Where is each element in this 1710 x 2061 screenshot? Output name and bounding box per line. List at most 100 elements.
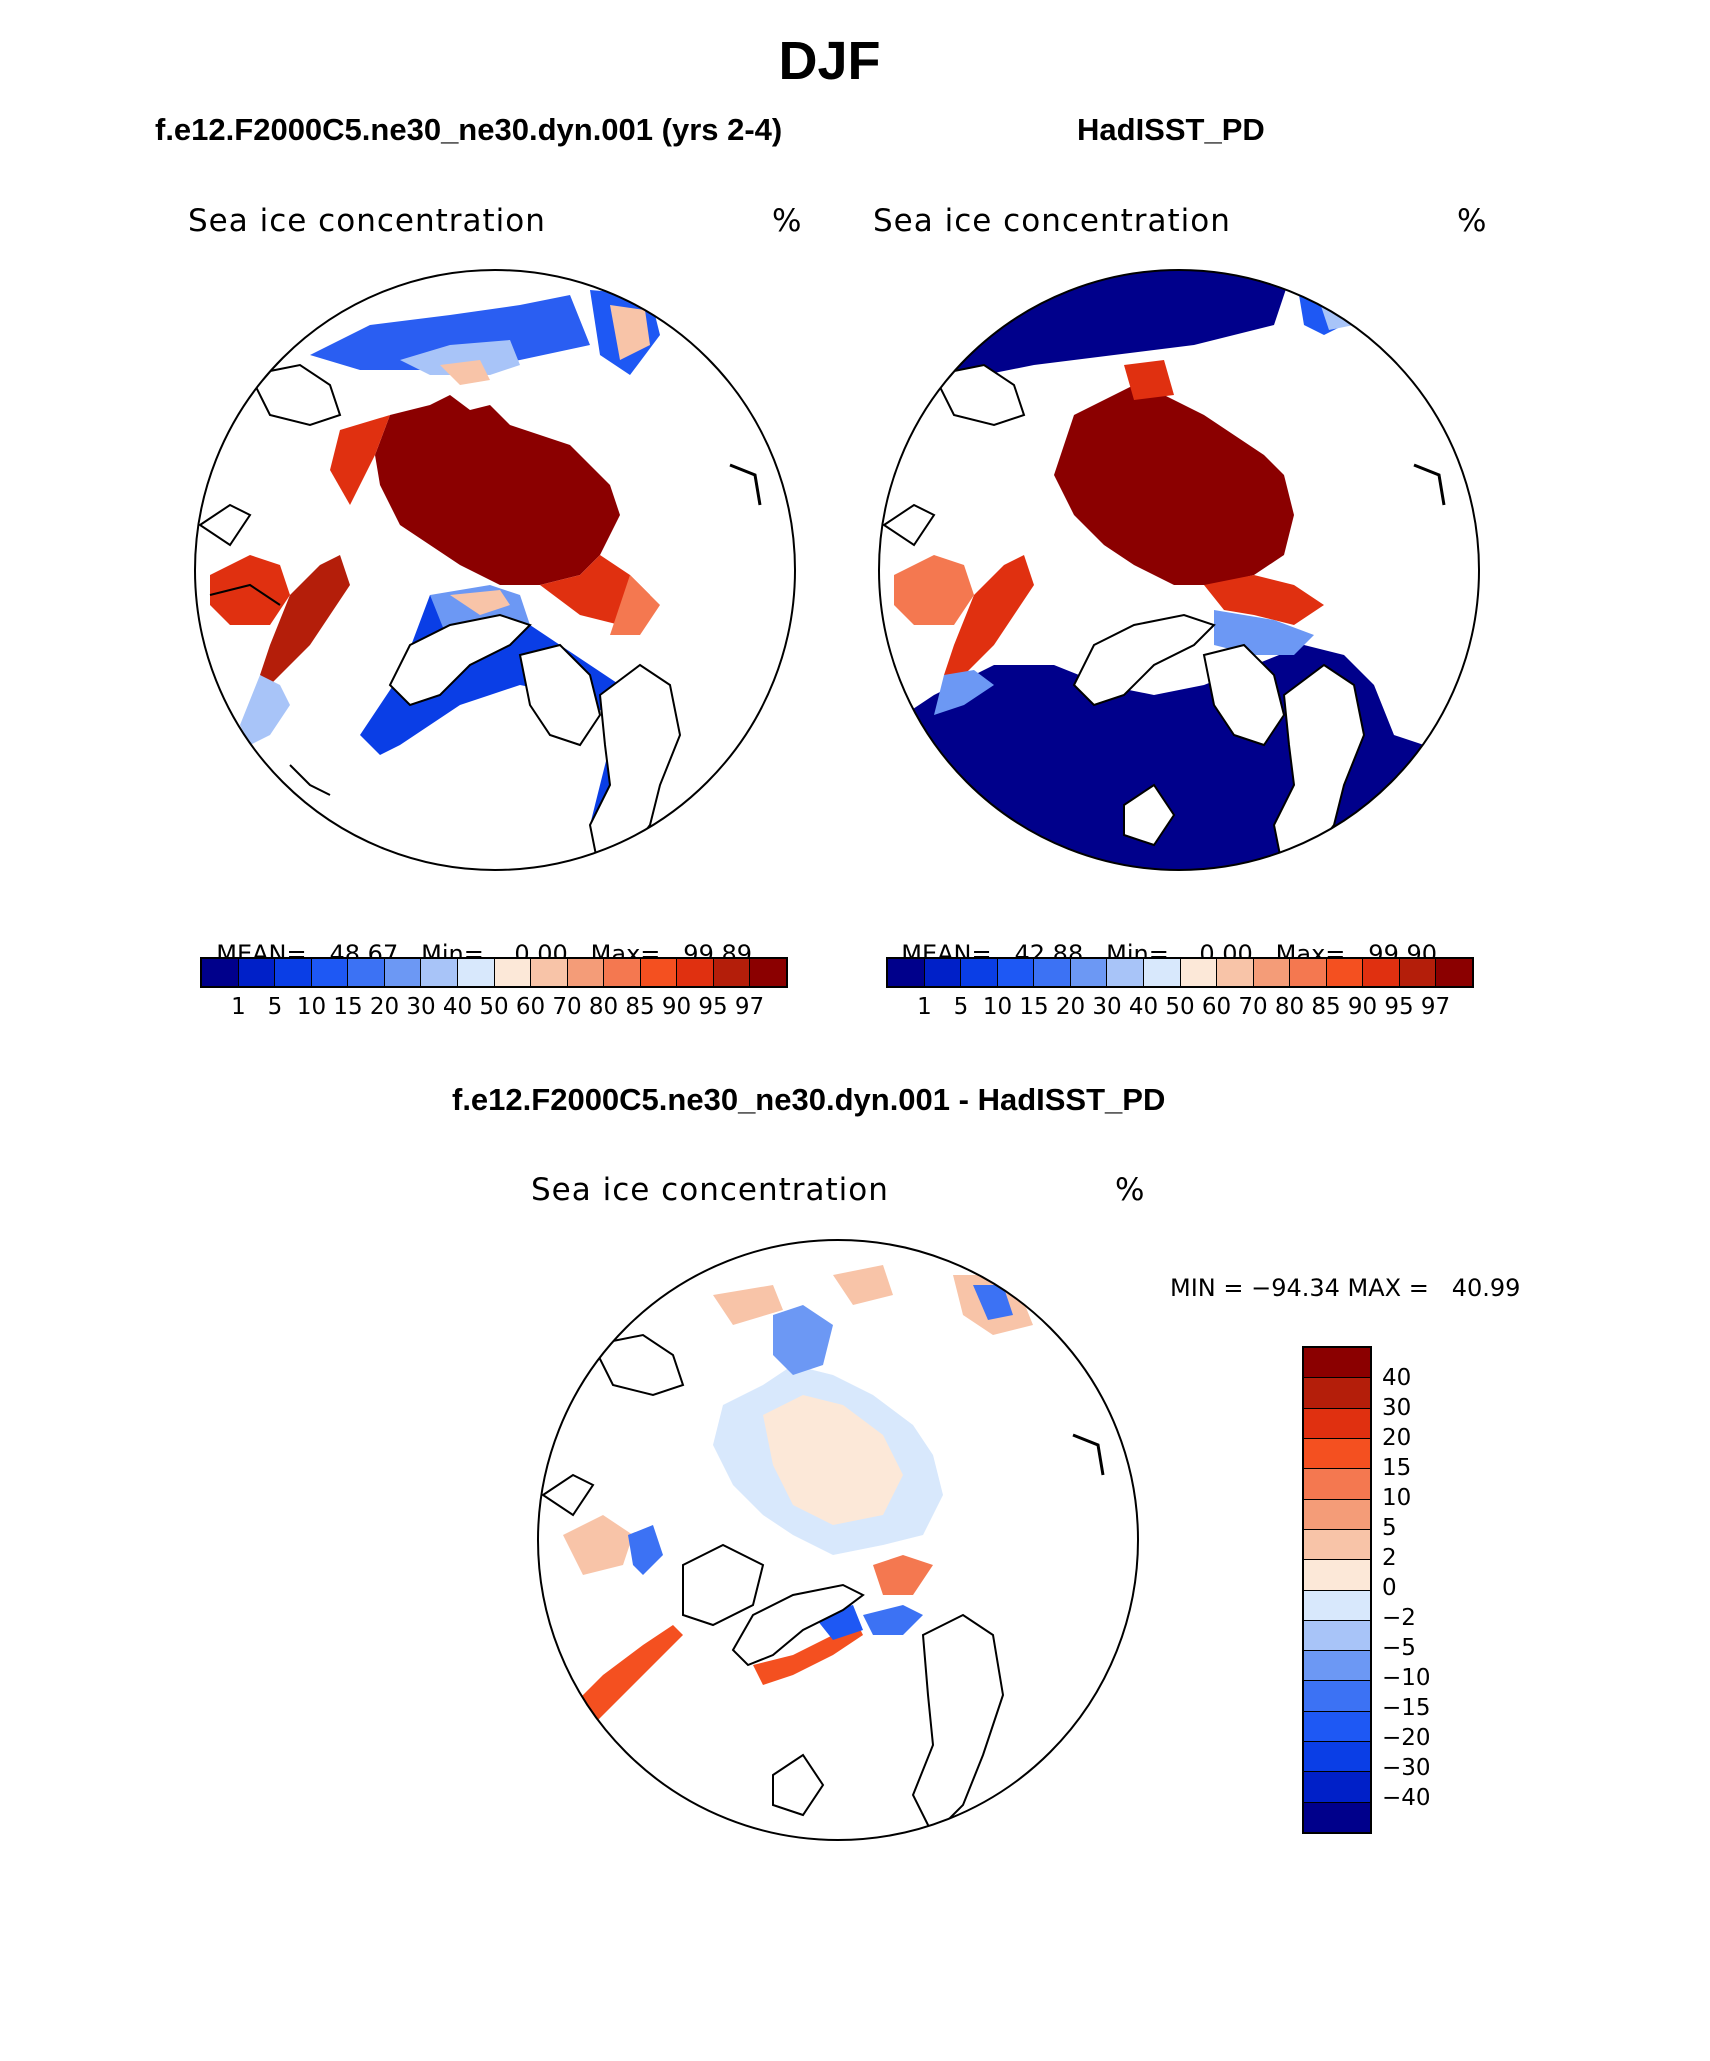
panel-1-colorbar-swatch	[311, 959, 349, 986]
panel-2-colorbar-swatch	[1326, 959, 1364, 986]
panel-2-colorbar-tick-label: 80	[1274, 994, 1305, 1020]
panel-2-colorbar-swatch	[1436, 959, 1472, 986]
diff-colorbar-swatch	[1304, 1469, 1370, 1500]
panel-2-colorbar-tick-label: 90	[1347, 994, 1378, 1020]
diff-colorbar-swatch	[1304, 1742, 1370, 1773]
diff-colorbar-tick-label: −20	[1382, 1725, 1431, 1751]
diff-colorbar-swatch	[1304, 1560, 1370, 1591]
panel-2-units: %	[1457, 203, 1488, 239]
diff-colorbar-tick-label: 5	[1382, 1515, 1397, 1541]
diff-colorbar-labels: 40 30 20 15 10 5 2 0 −2 −5 −10 −15 −20 −30 −40	[1382, 1348, 1462, 1828]
panel-1-colorbar-swatch	[567, 959, 605, 986]
panel-1-colorbar-swatch	[640, 959, 678, 986]
diff-colorbar-swatch	[1304, 1772, 1370, 1803]
panel-1-colorbar-swatch	[238, 959, 276, 986]
diff-colorbar-tick-label: 0	[1382, 1575, 1397, 1601]
panel-1-colorbar-tick-label: 50	[479, 994, 509, 1020]
diff-colorbar-swatch	[1304, 1348, 1370, 1379]
diff-colorbar-swatch	[1304, 1408, 1370, 1439]
panel-2-colorbar-tick-label: 97	[1420, 994, 1451, 1020]
panel-2-colorbar-tick-label: 15	[1019, 994, 1049, 1020]
panel-1-colorbar-tick-label: 20	[369, 994, 400, 1020]
panel-2-colorbar-swatch	[1070, 959, 1108, 986]
panel-1-colorbar-swatch	[348, 959, 385, 986]
panel-2-colorbar-labels: 1 5 10 15 20 30 40 50 60 70 80 85 90 95 97	[886, 994, 1474, 1024]
diff-colorbar-tick-label: 30	[1382, 1395, 1412, 1421]
panel-1-colorbar-swatch	[202, 959, 239, 986]
panel-2-colorbar-swatch	[1290, 959, 1327, 986]
panel-2-variable: Sea ice concentration	[873, 203, 1231, 239]
diff-panel-variable: Sea ice concentration	[531, 1172, 889, 1208]
panel-2-colorbar-tick-label: 30	[1092, 994, 1122, 1020]
diff-colorbar-tick-label: −10	[1382, 1665, 1431, 1691]
diff-colorbar-swatch	[1304, 1651, 1370, 1682]
panel-1-colorbar-swatch	[750, 959, 786, 986]
panel-2-colorbar-swatch	[1180, 959, 1218, 986]
panel-2-colorbar-swatch	[1399, 959, 1437, 986]
diff-colorbar-swatch	[1304, 1681, 1370, 1712]
panel-2-colorbar-tick-label: 95	[1384, 994, 1414, 1020]
panel-2-colorbar-tick-label: 60	[1201, 994, 1232, 1020]
panel-1-colorbar-swatch	[494, 959, 532, 986]
panel-1-colorbar-tick-label: 30	[406, 994, 436, 1020]
diff-colorbar-swatch	[1304, 1620, 1370, 1652]
panel-1-colorbar-swatch	[275, 959, 312, 986]
panel-1-colorbar-swatch	[713, 959, 751, 986]
panel-1-units: %	[772, 203, 803, 239]
diff-minmax: MIN = −94.34 MAX = 40.99	[1170, 1274, 1521, 1302]
panel-1-title: f.e12.F2000C5.ne30_ne30.dyn.001 (yrs 2-4…	[155, 112, 783, 147]
panel-2-colorbar-tick-label: 85	[1311, 994, 1341, 1020]
panel-1-colorbar-swatch	[531, 959, 568, 986]
obs-polar-map	[878, 269, 1480, 871]
panel-2-colorbar-swatch	[1143, 959, 1181, 986]
panel-1-colorbar-tick-label: 95	[698, 994, 728, 1020]
panel-1-colorbar-swatch	[384, 959, 422, 986]
panel-1-colorbar-tick-label: 70	[552, 994, 582, 1020]
panel-2-colorbar-swatch	[924, 959, 962, 986]
diff-colorbar-tick-label: −30	[1382, 1755, 1431, 1781]
panel-2-colorbar-swatch	[961, 959, 998, 986]
panel-2-colorbar	[886, 957, 1474, 988]
diff-panel-units: %	[1115, 1172, 1146, 1208]
diff-colorbar-tick-label: 40	[1382, 1365, 1412, 1391]
diff-colorbar-swatch	[1304, 1711, 1370, 1743]
panel-1-colorbar-tick-label: 97	[734, 994, 765, 1020]
diff-colorbar-tick-label: 20	[1382, 1425, 1412, 1451]
panel-2-colorbar-tick-label: 1	[917, 994, 932, 1020]
diff-colorbar	[1302, 1346, 1372, 1834]
panel-1-colorbar-tick-label: 40	[442, 994, 473, 1020]
diff-colorbar-tick-label: 15	[1382, 1455, 1412, 1481]
panel-1-colorbar-tick-label: 80	[588, 994, 619, 1020]
panel-1-colorbar-swatch	[421, 959, 458, 986]
panel-1-variable: Sea ice concentration	[188, 203, 546, 239]
diff-colorbar-tick-label: 10	[1382, 1485, 1412, 1511]
panel-2-colorbar-tick-label: 70	[1238, 994, 1268, 1020]
diff-colorbar-tick-label: −40	[1382, 1785, 1431, 1811]
diff-colorbar-tick-label: −2	[1382, 1605, 1416, 1631]
panel-2-colorbar-swatch	[1363, 959, 1400, 986]
diff-colorbar-tick-label: −5	[1382, 1635, 1416, 1661]
panel-1-colorbar-tick-label: 5	[267, 994, 283, 1020]
diff-colorbar-tick-label: −15	[1382, 1695, 1431, 1721]
panel-1-colorbar-swatch	[457, 959, 495, 986]
panel-1-colorbar-tick-label: 90	[661, 994, 692, 1020]
panel-2-colorbar-swatch	[1107, 959, 1144, 986]
panel-1-colorbar-tick-label: 15	[333, 994, 363, 1020]
diff-colorbar-tick-label: 2	[1382, 1545, 1397, 1571]
panel-2-colorbar-tick-label: 40	[1128, 994, 1159, 1020]
difference-polar-map	[537, 1239, 1139, 1841]
panel-1-colorbar-swatch	[604, 959, 641, 986]
panel-1-colorbar-tick-label: 60	[515, 994, 546, 1020]
diff-colorbar-swatch	[1304, 1499, 1370, 1530]
panel-2-colorbar-tick-label: 5	[953, 994, 969, 1020]
diff-colorbar-swatch	[1304, 1529, 1370, 1561]
panel-2-colorbar-swatch	[1217, 959, 1254, 986]
panel-1-colorbar	[200, 957, 788, 988]
panel-2-colorbar-tick-label: 50	[1165, 994, 1195, 1020]
diff-panel-title: f.e12.F2000C5.ne30_ne30.dyn.001 - HadISS…	[452, 1082, 1166, 1117]
diff-colorbar-swatch	[1304, 1590, 1370, 1621]
panel-2-colorbar-swatch	[888, 959, 925, 986]
panel-2-colorbar-swatch	[997, 959, 1035, 986]
model-polar-map	[194, 269, 796, 871]
panel-1-colorbar-tick-label: 85	[625, 994, 655, 1020]
